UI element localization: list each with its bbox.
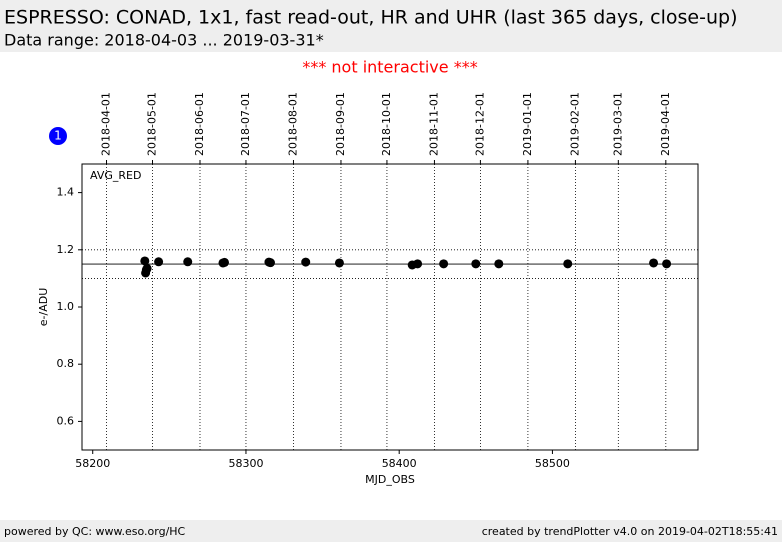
data-point bbox=[142, 263, 152, 273]
x2-tick-label: 2019-03-01 bbox=[611, 92, 624, 156]
data-point bbox=[471, 259, 481, 269]
x-axis-label: MJD_OBS bbox=[365, 473, 415, 486]
x2-tick-label: 2019-02-01 bbox=[568, 92, 581, 156]
data-point bbox=[183, 257, 193, 267]
x-tick-label: 58400 bbox=[382, 457, 417, 470]
data-point bbox=[334, 258, 344, 268]
badge: 1 bbox=[54, 129, 62, 143]
x2-tick-label: 2018-10-01 bbox=[380, 92, 393, 156]
y-tick-label: 1.4 bbox=[57, 186, 75, 199]
data-point bbox=[413, 259, 423, 269]
y-tick-label: 1.0 bbox=[57, 300, 75, 313]
x-tick-label: 58500 bbox=[535, 457, 570, 470]
x2-tick-label: 2019-01-01 bbox=[521, 92, 534, 156]
x2-tick-label: 2019-04-01 bbox=[659, 92, 672, 156]
y-axis-label: e-/ADU bbox=[37, 288, 50, 327]
data-point bbox=[154, 257, 164, 267]
x2-tick-label: 2018-05-01 bbox=[145, 92, 158, 156]
footer-right: created by trendPlotter v4.0 on 2019-04-… bbox=[482, 525, 778, 538]
badge-circle bbox=[49, 127, 67, 145]
x2-tick-label: 2018-12-01 bbox=[473, 92, 486, 156]
x2-tick-label: 2018-08-01 bbox=[286, 92, 299, 156]
data-point bbox=[220, 257, 230, 267]
title: ESPRESSO: CONAD, 1x1, fast read-out, HR … bbox=[4, 7, 737, 29]
x-tick-label: 58200 bbox=[75, 457, 110, 470]
y-tick-label: 0.6 bbox=[57, 414, 75, 427]
notice: *** not interactive *** bbox=[302, 58, 477, 77]
y-tick-label: 0.8 bbox=[57, 357, 75, 370]
x2-tick-label: 2018-07-01 bbox=[239, 92, 252, 156]
data-point bbox=[301, 257, 311, 267]
x-tick-label: 58300 bbox=[228, 457, 263, 470]
data-point bbox=[494, 259, 504, 269]
x2-tick-label: 2018-04-01 bbox=[100, 92, 113, 156]
data-point bbox=[140, 256, 150, 266]
header-band bbox=[0, 0, 782, 52]
data-point bbox=[649, 258, 659, 268]
footer-left: powered by QC: www.eso.org/HC bbox=[4, 525, 186, 538]
data-point bbox=[439, 259, 449, 269]
subtitle: Data range: 2018-04-03 ... 2019-03-31* bbox=[4, 31, 324, 50]
data-point bbox=[662, 259, 672, 269]
x2-tick-label: 2018-06-01 bbox=[193, 92, 206, 156]
plot-frame bbox=[81, 163, 699, 451]
y-tick-label: 1.2 bbox=[57, 243, 75, 256]
x2-tick-label: 2018-11-01 bbox=[427, 92, 440, 156]
x2-tick-label: 2018-09-01 bbox=[334, 92, 347, 156]
data-point bbox=[265, 258, 275, 268]
footer-band bbox=[0, 520, 782, 542]
data-point bbox=[563, 259, 573, 269]
panel-label: AVG_RED bbox=[90, 169, 141, 182]
